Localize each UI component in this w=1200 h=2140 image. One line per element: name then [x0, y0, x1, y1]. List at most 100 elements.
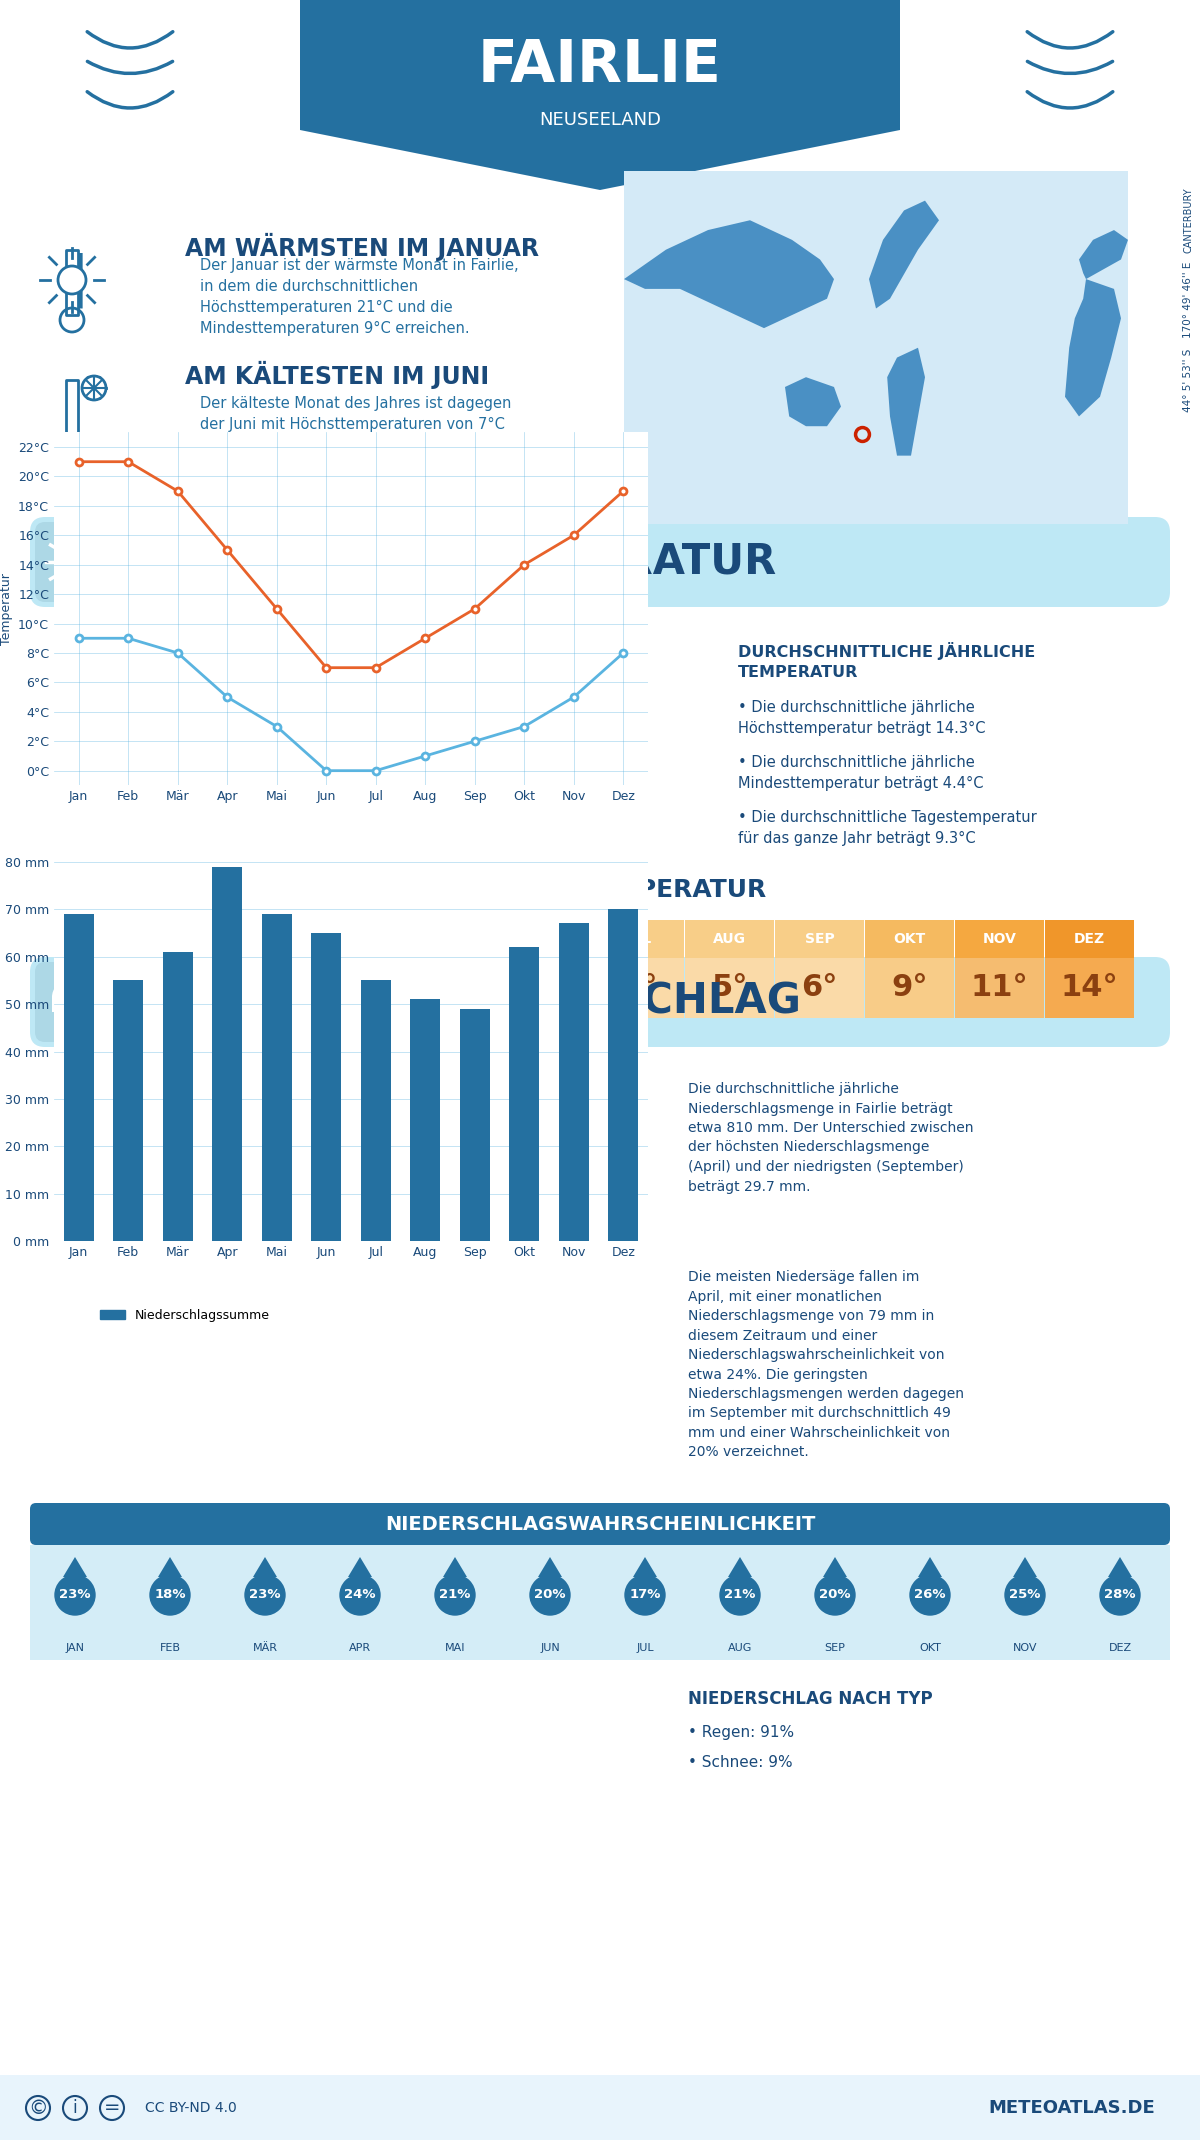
Text: 21%: 21% [725, 1588, 756, 1601]
Circle shape [85, 984, 112, 1010]
Text: 18%: 18% [155, 1588, 186, 1601]
Polygon shape [728, 1558, 752, 1577]
FancyBboxPatch shape [30, 957, 1170, 1046]
Bar [685, 920, 774, 959]
Bar [865, 959, 954, 1019]
Text: 20%: 20% [820, 1588, 851, 1601]
Text: DEZ: DEZ [1074, 933, 1105, 946]
Polygon shape [253, 1558, 277, 1577]
Bar [685, 959, 774, 1019]
Polygon shape [624, 220, 834, 327]
Text: Die durchschnittliche jährliche
Niederschlagsmenge in Fairlie beträgt
etwa 810 m: Die durchschnittliche jährliche Niedersc… [688, 1083, 973, 1194]
Text: 6°: 6° [802, 974, 838, 1002]
Circle shape [340, 1575, 380, 1616]
Text: TEMPERATUR: TEMPERATUR [463, 541, 776, 582]
Circle shape [58, 265, 86, 293]
Bar [775, 959, 864, 1019]
Bar [415, 920, 504, 959]
Text: JAN: JAN [66, 1644, 84, 1652]
Polygon shape [158, 1558, 182, 1577]
Text: 14°: 14° [1061, 974, 1118, 1002]
Bar [114, 980, 143, 1241]
Polygon shape [1079, 229, 1128, 278]
Text: • Regen: 91%: • Regen: 91% [688, 1725, 794, 1740]
Text: |: | [71, 253, 89, 308]
Bar [300, 0, 900, 131]
FancyBboxPatch shape [30, 518, 1170, 608]
Text: AUG: AUG [728, 1644, 752, 1652]
Text: OKT: OKT [919, 1644, 941, 1652]
Circle shape [436, 1575, 475, 1616]
Bar [325, 959, 414, 1019]
Circle shape [720, 1575, 760, 1616]
Bar [361, 980, 391, 1241]
Text: i: i [73, 2099, 77, 2116]
Circle shape [530, 1575, 570, 1616]
Bar [1045, 959, 1134, 1019]
Text: METEOATLAS.DE: METEOATLAS.DE [989, 2099, 1154, 2116]
Circle shape [1100, 1575, 1140, 1616]
Polygon shape [869, 201, 940, 308]
Polygon shape [887, 347, 925, 456]
Text: NIEDERSCHLAGSWAHRSCHEINLICHKEIT: NIEDERSCHLAGSWAHRSCHEINLICHKEIT [385, 1515, 815, 1534]
Text: • Schnee: 9%: • Schnee: 9% [688, 1755, 793, 1770]
Bar [325, 920, 414, 959]
Legend: Maximale Temperatur, Minimale Temperatur: Maximale Temperatur, Minimale Temperatur [58, 862, 431, 886]
Text: SEP: SEP [805, 933, 834, 946]
Text: 11°: 11° [971, 974, 1028, 1002]
Text: ©: © [28, 2099, 48, 2116]
Bar [955, 959, 1044, 1019]
Bar [64, 914, 94, 1241]
Bar [163, 952, 192, 1241]
Text: • Die durchschnittliche jährliche
Höchsttemperatur beträgt 14.3°C: • Die durchschnittliche jährliche Höchst… [738, 700, 985, 736]
Polygon shape [64, 1558, 88, 1577]
Circle shape [910, 1575, 950, 1616]
Text: 4°: 4° [622, 974, 658, 1002]
Bar [608, 910, 638, 1241]
Text: 23%: 23% [250, 1588, 281, 1601]
Polygon shape [1108, 1558, 1132, 1577]
FancyBboxPatch shape [30, 1502, 1170, 1545]
Text: APR: APR [349, 1644, 371, 1652]
Text: 10°: 10° [341, 974, 398, 1002]
Legend: Niederschlagssumme: Niederschlagssumme [95, 1303, 275, 1327]
Bar [145, 959, 234, 1019]
Text: 5°: 5° [712, 974, 748, 1002]
Text: JAN: JAN [85, 933, 113, 946]
Text: 7°: 7° [442, 974, 478, 1002]
Bar [145, 920, 234, 959]
Text: MÄR: MÄR [262, 933, 298, 946]
Bar [1045, 920, 1134, 959]
Circle shape [245, 1575, 286, 1616]
Bar [52, 995, 110, 1012]
Text: NEUSEELAND: NEUSEELAND [539, 111, 661, 128]
Text: APR: APR [354, 933, 385, 946]
Circle shape [1006, 1575, 1045, 1616]
Text: AM KÄLTESTEN IM JUNI: AM KÄLTESTEN IM JUNI [185, 362, 490, 389]
Text: FEB: FEB [160, 1644, 180, 1652]
FancyBboxPatch shape [35, 522, 125, 601]
Text: JUL: JUL [626, 933, 652, 946]
Text: 26%: 26% [914, 1588, 946, 1601]
Text: 9°: 9° [892, 974, 928, 1002]
Bar [312, 933, 341, 1241]
Text: • Die durchschnittliche Tagestemperatur
für das ganze Jahr beträgt 9.3°C: • Die durchschnittliche Tagestemperatur … [738, 811, 1037, 845]
Polygon shape [348, 1558, 372, 1577]
Text: Die meisten Niedersäge fallen im
April, mit einer monatlichen
Niederschlagsmenge: Die meisten Niedersäge fallen im April, … [688, 1269, 964, 1459]
Text: 24%: 24% [344, 1588, 376, 1601]
Bar [66, 250, 78, 315]
Circle shape [67, 974, 103, 1010]
Text: SEP: SEP [824, 1644, 846, 1652]
Text: 44° 5' 53'' S: 44° 5' 53'' S [1183, 349, 1193, 411]
Text: Der kälteste Monat des Jahres ist dagegen
der Juni mit Höchsttemperaturen von 7°: Der kälteste Monat des Jahres ist dagege… [200, 396, 511, 454]
Text: FEB: FEB [175, 933, 204, 946]
Text: JUN: JUN [540, 1644, 560, 1652]
Text: NIEDERSCHLAG NACH TYP: NIEDERSCHLAG NACH TYP [688, 1691, 932, 1708]
Text: 20%: 20% [534, 1588, 565, 1601]
Text: MAI: MAI [445, 1644, 466, 1652]
Text: 25%: 25% [1009, 1588, 1040, 1601]
Text: 21%: 21% [439, 1588, 470, 1601]
Bar [559, 924, 588, 1241]
Bar [505, 920, 594, 959]
Bar [66, 381, 78, 445]
